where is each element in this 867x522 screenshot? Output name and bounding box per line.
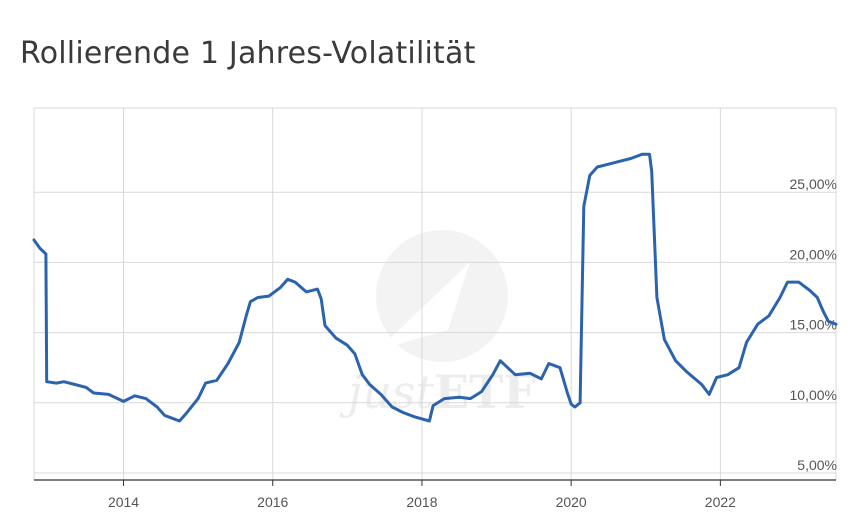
- x-tick-label: 2022: [705, 494, 736, 510]
- y-tick-label: 25,00%: [790, 176, 837, 192]
- tick-labels: 5,00% 10,00% 15,00% 20,00% 25,00% 2014 2016 201…: [108, 176, 837, 510]
- y-tick-label: 20,00%: [790, 246, 837, 262]
- y-tick-label: 5,00%: [797, 457, 837, 473]
- y-tick-label: 15,00%: [790, 317, 837, 333]
- x-tick-label: 2016: [257, 494, 288, 510]
- y-tick-label: 10,00%: [790, 387, 837, 403]
- watermark-text-plain: just: [339, 365, 434, 419]
- chart-title: Rollierende 1 Jahres-Volatilität: [20, 36, 476, 71]
- x-tick-label: 2018: [406, 494, 437, 510]
- x-tick-label: 2020: [556, 494, 587, 510]
- grid: [33, 107, 837, 480]
- x-tick-label: 2014: [108, 494, 139, 510]
- justetf-watermark: justETF: [339, 230, 536, 419]
- axes: [34, 479, 836, 486]
- series-line: [32, 152, 838, 423]
- watermark-arrow-icon: [378, 262, 470, 350]
- watermark-text: justETF: [339, 365, 536, 419]
